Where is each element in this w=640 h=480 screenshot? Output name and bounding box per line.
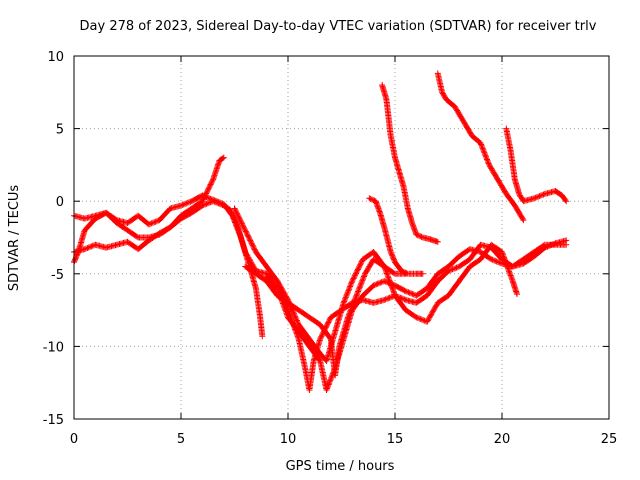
y-tick-label: -5 [51, 268, 64, 283]
y-tick-label: 5 [56, 123, 64, 138]
series-arc-10 [503, 125, 570, 205]
x-tick-label: 15 [387, 432, 404, 447]
x-tick-label: 25 [601, 432, 618, 447]
series-arc-6 [263, 241, 570, 393]
y-tick-labels: -15 -10 -5 0 5 10 [43, 50, 64, 428]
series-markers [366, 195, 426, 277]
y-tick-label: 10 [47, 50, 64, 65]
x-tick-label: 10 [280, 432, 297, 447]
y-tick-label: -10 [43, 340, 64, 355]
data-points [71, 70, 570, 393]
series-markers [434, 70, 527, 224]
series-arc-5 [242, 241, 520, 379]
series-arc-8 [379, 82, 441, 245]
y-axis-label: SDTVAR / TECUs [7, 185, 22, 292]
grid [74, 56, 609, 419]
x-tick-label: 20 [494, 432, 511, 447]
series-markers [242, 241, 520, 379]
plot-frame [73, 55, 610, 420]
y-tick-label: -15 [43, 413, 64, 428]
series-arc-7 [366, 195, 426, 277]
series-markers [379, 82, 441, 245]
series-markers [503, 125, 570, 205]
x-tick-label: 0 [70, 432, 78, 447]
axis-ticks [73, 55, 610, 420]
series-arc-9 [434, 70, 527, 224]
chart-title: Day 278 of 2023, Sidereal Day-to-day VTE… [80, 19, 597, 34]
series-markers [263, 241, 570, 393]
x-tick-labels: 0 5 10 15 20 25 [70, 432, 617, 447]
y-tick-label: 0 [56, 195, 64, 210]
x-tick-label: 5 [177, 432, 185, 447]
x-axis-label: GPS time / hours [286, 459, 395, 474]
